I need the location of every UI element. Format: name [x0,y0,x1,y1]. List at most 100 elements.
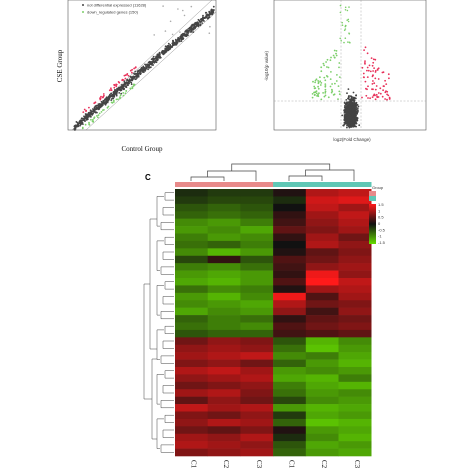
scatter-point [189,31,192,33]
volcano-point [352,103,355,106]
scatter-point [163,51,166,54]
scatter-point [89,109,92,112]
scatter-outlier-point [162,5,164,7]
volcano-up-point [388,98,391,100]
scatter-down-point [133,83,136,86]
heatmap-column-label: C1 [288,460,296,469]
heatmap-cell [338,196,372,205]
volcano-down-point [317,80,319,82]
scatter-outlier-point [171,33,174,36]
heatmap-cell [338,337,372,346]
scatter-point [208,11,211,14]
volcano-y-axis-label: -log10(p value) [264,50,269,81]
volcano-point [346,126,348,129]
volcano-down-point [344,28,347,30]
scatter-point [144,63,146,66]
scatter-point [174,42,177,44]
scatter-point [130,77,133,79]
volcano-up-point [366,76,369,78]
heatmap-cell [273,352,307,360]
volcano-point [343,110,346,113]
scatter-point [211,11,214,14]
heatmap-cell [175,352,208,360]
scatter-point [85,119,88,121]
heatmap-cell [240,389,274,397]
volcano-up-point [381,95,384,98]
volcano-up-point [371,64,374,67]
volcano-up-point [372,80,374,82]
scatter-up-point [113,84,116,86]
scatter-point [110,99,113,101]
heatmap-panel: C Group 1.51 0.50-0.5 -1-1.5 C1 C2 C3 C1 C2 C3 [143,163,386,469]
scatter-point [74,124,77,127]
volcano-down-point [347,41,349,43]
scatter-up-point [110,89,113,92]
volcano-up-point [386,93,388,96]
scatter-point [97,106,100,109]
volcano-down-point [319,76,321,79]
scatter-down-point [122,94,125,97]
scatter-down-point [91,120,94,123]
scatter-down-point [92,118,94,121]
scatter-up-point [113,86,116,89]
volcano-point [347,111,349,113]
volcano-down-point [346,19,348,22]
legend-marker-down-regulated [82,11,84,13]
volcano-down-point [333,93,336,96]
heatmap-scale-tick-label: 0 [378,221,381,226]
volcano-point [355,104,358,107]
scatter-point [90,111,92,114]
heatmap-cell [273,307,307,316]
heatmap-cell [273,218,307,227]
scatter-point [205,12,208,14]
heatmap-cell [338,263,372,271]
heatmap-cell [273,344,307,353]
volcano-up-point [366,69,368,72]
heatmap-cell [207,263,241,271]
scatter-point [94,105,97,108]
scatter-point [189,28,192,31]
volcano-up-point [377,78,380,80]
scatter-point [203,20,205,22]
heatmap-cell [338,404,372,412]
volcano-up-point [372,61,375,64]
heatmap-cell [175,426,208,435]
volcano-down-point [324,94,327,97]
heatmap-cell [175,441,208,449]
scatter-point [151,61,154,64]
scatter-point [182,32,185,35]
scatter-up-point [134,66,137,69]
scatter-point [200,18,203,21]
heatmap-cell [338,381,372,390]
heatmap-cell [240,322,274,331]
scatter-up-point [94,101,97,104]
volcano-up-point [376,68,379,71]
scatter-point [168,47,171,49]
heatmap-cell [305,196,339,205]
volcano-down-point [332,54,335,57]
scatter-down-point [84,123,87,126]
volcano-down-point [324,90,327,93]
heatmap-cell [207,248,241,257]
legend-down-regulated: down_regulated genes (150) [87,10,139,15]
heatmap-cell [175,307,208,316]
heatmap-cell [305,426,339,435]
heatmap-cell [240,211,274,219]
volcano-down-point [335,50,338,52]
volcano-down-point [325,61,327,63]
volcano-down-point [330,56,332,59]
heatmap-cell [305,404,339,412]
heatmap-cell [305,300,339,308]
volcano-down-point [329,85,332,88]
scatter-point [88,115,90,118]
volcano-down-point [317,85,319,88]
scatter-point [152,55,155,58]
scatter-down-point [81,127,84,130]
heatmap-cell [240,278,274,286]
volcano-point [353,101,356,103]
volcano-up-point [386,98,388,101]
heatmap-cell [240,248,274,257]
volcano-down-point [324,83,327,85]
scatter-point [111,96,114,98]
scatter-point [85,115,87,118]
